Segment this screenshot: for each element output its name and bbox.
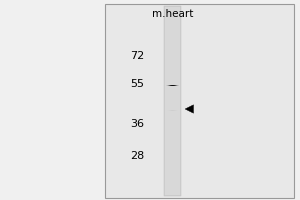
FancyBboxPatch shape xyxy=(174,85,175,86)
FancyBboxPatch shape xyxy=(174,85,175,86)
Polygon shape xyxy=(185,105,194,113)
FancyBboxPatch shape xyxy=(167,85,168,86)
FancyBboxPatch shape xyxy=(173,85,174,86)
FancyBboxPatch shape xyxy=(172,85,173,86)
FancyBboxPatch shape xyxy=(170,85,171,86)
FancyBboxPatch shape xyxy=(172,85,173,86)
Text: 72: 72 xyxy=(130,51,144,61)
FancyBboxPatch shape xyxy=(171,85,172,86)
FancyBboxPatch shape xyxy=(172,85,173,86)
FancyBboxPatch shape xyxy=(169,85,170,86)
FancyBboxPatch shape xyxy=(169,85,170,86)
FancyBboxPatch shape xyxy=(169,85,170,86)
FancyBboxPatch shape xyxy=(166,7,179,195)
FancyBboxPatch shape xyxy=(168,85,169,86)
FancyBboxPatch shape xyxy=(171,85,172,86)
FancyBboxPatch shape xyxy=(171,85,172,86)
FancyBboxPatch shape xyxy=(173,85,174,86)
Text: 55: 55 xyxy=(130,79,144,89)
FancyBboxPatch shape xyxy=(176,85,177,86)
FancyBboxPatch shape xyxy=(164,6,181,196)
FancyBboxPatch shape xyxy=(173,85,174,86)
FancyBboxPatch shape xyxy=(177,85,178,86)
FancyBboxPatch shape xyxy=(105,4,294,198)
Text: 28: 28 xyxy=(130,151,144,161)
FancyBboxPatch shape xyxy=(171,85,172,86)
FancyBboxPatch shape xyxy=(172,85,173,86)
FancyBboxPatch shape xyxy=(169,85,170,86)
FancyBboxPatch shape xyxy=(173,85,174,86)
FancyBboxPatch shape xyxy=(168,85,169,86)
FancyBboxPatch shape xyxy=(169,85,170,86)
FancyBboxPatch shape xyxy=(170,85,171,86)
FancyBboxPatch shape xyxy=(169,85,170,86)
FancyBboxPatch shape xyxy=(170,85,171,86)
FancyBboxPatch shape xyxy=(176,85,177,86)
FancyBboxPatch shape xyxy=(174,85,175,86)
FancyBboxPatch shape xyxy=(171,85,172,86)
FancyBboxPatch shape xyxy=(176,85,177,86)
FancyBboxPatch shape xyxy=(169,85,170,86)
FancyBboxPatch shape xyxy=(173,85,174,86)
Text: m.heart: m.heart xyxy=(152,9,193,19)
FancyBboxPatch shape xyxy=(172,85,173,86)
FancyBboxPatch shape xyxy=(170,85,171,86)
FancyBboxPatch shape xyxy=(174,85,175,86)
Text: 36: 36 xyxy=(130,119,144,129)
FancyBboxPatch shape xyxy=(177,85,178,86)
FancyBboxPatch shape xyxy=(168,85,169,86)
FancyBboxPatch shape xyxy=(169,85,170,86)
